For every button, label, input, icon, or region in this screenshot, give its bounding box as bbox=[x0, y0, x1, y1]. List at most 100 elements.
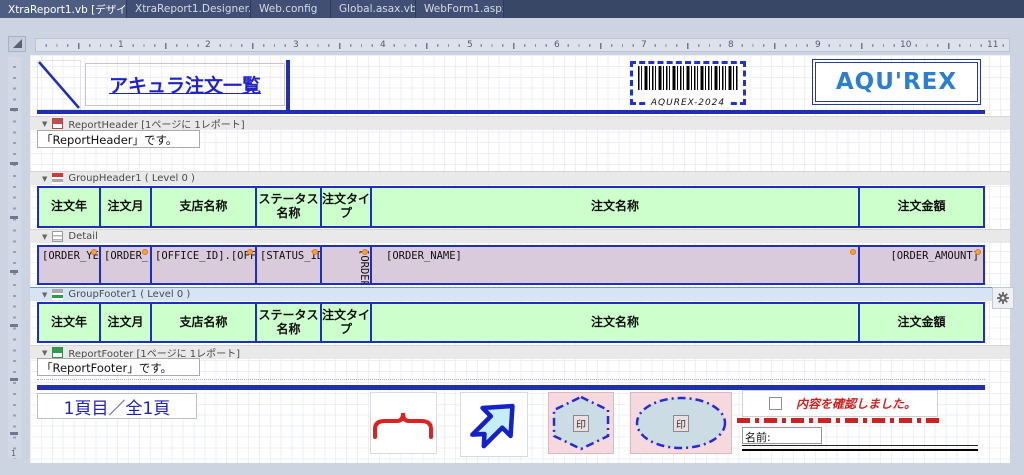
field-order-name[interactable]: [ORDER_NAME] bbox=[372, 247, 860, 283]
logo-label[interactable]: AQU'REX bbox=[812, 59, 981, 105]
field-text: [ORDER_NAME] bbox=[386, 250, 462, 262]
page-margin-line bbox=[37, 379, 985, 380]
collapse-arrow-icon[interactable]: ▼ bbox=[42, 290, 48, 299]
vertical-ruler[interactable]: 1 bbox=[8, 57, 21, 459]
barcode-control[interactable]: AQUREX-2024 bbox=[630, 61, 746, 108]
vertical-line-shape[interactable] bbox=[286, 60, 290, 110]
header-separator-line[interactable] bbox=[37, 110, 985, 114]
group-header-row: 注文年 注文月 支店名称 ステータス名称 注文タイプ 注文名称 注文金額 bbox=[37, 186, 985, 228]
tab-xtrareport-designer-vb[interactable]: XtraReport1.Designer.vb bbox=[127, 0, 251, 18]
ruler-mark: 3 bbox=[291, 40, 301, 50]
arrow-shape[interactable] bbox=[460, 392, 528, 457]
confirm-checkbox-control[interactable]: 内容を確認しました。 bbox=[742, 390, 938, 417]
band-label: ReportHeader [1ページに 1レポート] bbox=[68, 120, 245, 131]
tab-xtrareport-design[interactable]: XtraReport1.vb [デザイン] × bbox=[0, 0, 127, 18]
gear-icon bbox=[997, 292, 1009, 304]
field-text: [ORDER bbox=[358, 249, 370, 283]
field-order-type[interactable]: [ORDER bbox=[322, 247, 372, 283]
confirm-text: 内容を確認しました。 bbox=[796, 397, 917, 411]
name-field-label[interactable]: 名前: bbox=[742, 427, 822, 444]
tab-label: Web.config bbox=[259, 3, 318, 15]
ruler-mark: 4 bbox=[378, 40, 388, 50]
report-footer-band-icon bbox=[52, 347, 64, 358]
field-order-month[interactable]: [ORDER_ bbox=[101, 247, 152, 283]
header-cell-office-name[interactable]: 支店名称 bbox=[152, 188, 257, 226]
horizontal-ruler[interactable]: 1 2 3 4 5 6 7 8 9 10 11 bbox=[35, 38, 1010, 52]
ruler-corner-button[interactable] bbox=[8, 36, 26, 52]
header-cell-order-amount[interactable]: 注文金額 bbox=[860, 188, 983, 226]
binding-dot-icon bbox=[142, 249, 148, 255]
ruler-mark: 7 bbox=[639, 40, 649, 50]
band-report-footer[interactable]: ▼ ReportFooter [1ページに 1レポート] bbox=[30, 345, 1010, 360]
report-design-surface: アキュラ注文一覧 AQUREX-2024 AQU'REX ▼ ReportHea… bbox=[30, 55, 1010, 463]
footer-cell-order-amount[interactable]: 注文金額 bbox=[860, 304, 983, 341]
page-info-label[interactable]: 1頁目／全1頁 bbox=[37, 393, 197, 419]
band-group-header[interactable]: ▼ GroupHeader1 ( Level 0 ) bbox=[30, 171, 1010, 185]
hexagon-stamp-shape[interactable]: 印 bbox=[548, 392, 614, 454]
band-label: ReportFooter [1ページに 1レポート] bbox=[68, 349, 241, 360]
footer-cell-order-month[interactable]: 注文月 bbox=[101, 304, 152, 341]
checkbox-icon[interactable] bbox=[769, 397, 782, 410]
binding-dot-icon bbox=[850, 249, 856, 255]
red-dash-dot-line[interactable] bbox=[737, 418, 943, 423]
ellipse-stamp-shape[interactable]: 印 bbox=[630, 392, 732, 454]
band-label: GroupFooter1 ( Level 0 ) bbox=[68, 289, 191, 300]
field-office-id[interactable]: [OFFICE_ID].[OFFIC bbox=[152, 247, 257, 283]
band-group-footer[interactable]: ▼ GroupFooter1 ( Level 0 ) bbox=[30, 287, 1010, 301]
footer-cell-office-name[interactable]: 支店名称 bbox=[152, 304, 257, 341]
report-header-band-icon bbox=[52, 118, 64, 129]
footer-separator-line[interactable] bbox=[37, 385, 985, 390]
band-report-header[interactable]: ▼ ReportHeader [1ページに 1レポート] bbox=[30, 116, 1010, 131]
header-cell-order-year[interactable]: 注文年 bbox=[39, 188, 101, 226]
collapse-arrow-icon[interactable]: ▼ bbox=[42, 119, 48, 128]
ruler-mark: 11 bbox=[985, 40, 1001, 50]
footer-cell-order-type[interactable]: 注文タイプ bbox=[322, 304, 372, 341]
field-text: [ORDER_YEA bbox=[42, 250, 101, 262]
footer-cell-order-name[interactable]: 注文名称 bbox=[372, 304, 860, 341]
band-detail[interactable]: ▼ Detail bbox=[30, 229, 1010, 243]
binding-dot-icon bbox=[91, 249, 97, 255]
header-cell-status-name[interactable]: ステータス名称 bbox=[257, 188, 322, 226]
tab-webform1-aspx[interactable]: WebForm1.aspx bbox=[416, 0, 504, 18]
field-text: [ORDER_AMOUNT] bbox=[890, 250, 979, 262]
collapse-arrow-icon[interactable]: ▼ bbox=[42, 348, 48, 357]
footer-cell-order-year[interactable]: 注文年 bbox=[39, 304, 101, 341]
group-footer-band-icon bbox=[52, 289, 64, 300]
header-cell-order-month[interactable]: 注文月 bbox=[101, 188, 152, 226]
field-text: [OFFICE_ID].[OFFIC bbox=[155, 250, 257, 262]
corner-triangle-icon bbox=[13, 39, 22, 48]
smart-tag-gear-button[interactable] bbox=[992, 287, 1014, 309]
field-status-id[interactable]: [STATUS_ID bbox=[257, 247, 322, 283]
report-header-note-label[interactable]: 「ReportHeader」です。 bbox=[37, 130, 200, 148]
group-header-band-icon bbox=[52, 173, 64, 184]
collapse-arrow-icon[interactable]: ▼ bbox=[42, 232, 48, 241]
group-footer-row: 注文年 注文月 支店名称 ステータス名称 注文タイプ 注文名称 注文金額 bbox=[37, 302, 985, 343]
field-text: [STATUS_ID bbox=[260, 250, 322, 262]
barcode-bars bbox=[638, 66, 738, 90]
ruler-mark: 8 bbox=[726, 40, 736, 50]
ruler-mark: 10 bbox=[898, 40, 914, 50]
diagonal-line-shape[interactable] bbox=[37, 60, 81, 110]
binding-dot-icon bbox=[975, 249, 981, 255]
barcode-caption: AQUREX-2024 bbox=[647, 98, 729, 108]
footer-cell-status-name[interactable]: ステータス名称 bbox=[257, 304, 322, 341]
stamp-mark-label: 印 bbox=[573, 414, 589, 432]
ruler-mark: 9 bbox=[813, 40, 823, 50]
tab-web-config[interactable]: Web.config bbox=[251, 0, 331, 18]
band-label: Detail bbox=[68, 231, 98, 242]
document-tab-bar: XtraReport1.vb [デザイン] × XtraReport1.Desi… bbox=[0, 0, 1024, 18]
report-footer-note-label[interactable]: 「ReportFooter」です。 bbox=[37, 358, 200, 376]
field-order-amount[interactable]: [ORDER_AMOUNT] bbox=[860, 247, 983, 283]
field-order-year[interactable]: [ORDER_YEA bbox=[39, 247, 101, 283]
brace-shape[interactable] bbox=[370, 392, 437, 454]
report-title-label[interactable]: アキュラ注文一覧 bbox=[85, 63, 285, 106]
tab-label: Global.asax.vb bbox=[339, 3, 416, 15]
collapse-arrow-icon[interactable]: ▼ bbox=[42, 174, 48, 183]
header-cell-order-name[interactable]: 注文名称 bbox=[372, 188, 860, 226]
header-cell-order-type[interactable]: 注文タイプ bbox=[322, 188, 372, 226]
field-text: [ORDER_ bbox=[104, 250, 149, 262]
double-line-shape[interactable] bbox=[742, 445, 978, 451]
ruler-mark: 2 bbox=[203, 40, 213, 50]
tab-global-asax[interactable]: Global.asax.vb bbox=[331, 0, 416, 18]
